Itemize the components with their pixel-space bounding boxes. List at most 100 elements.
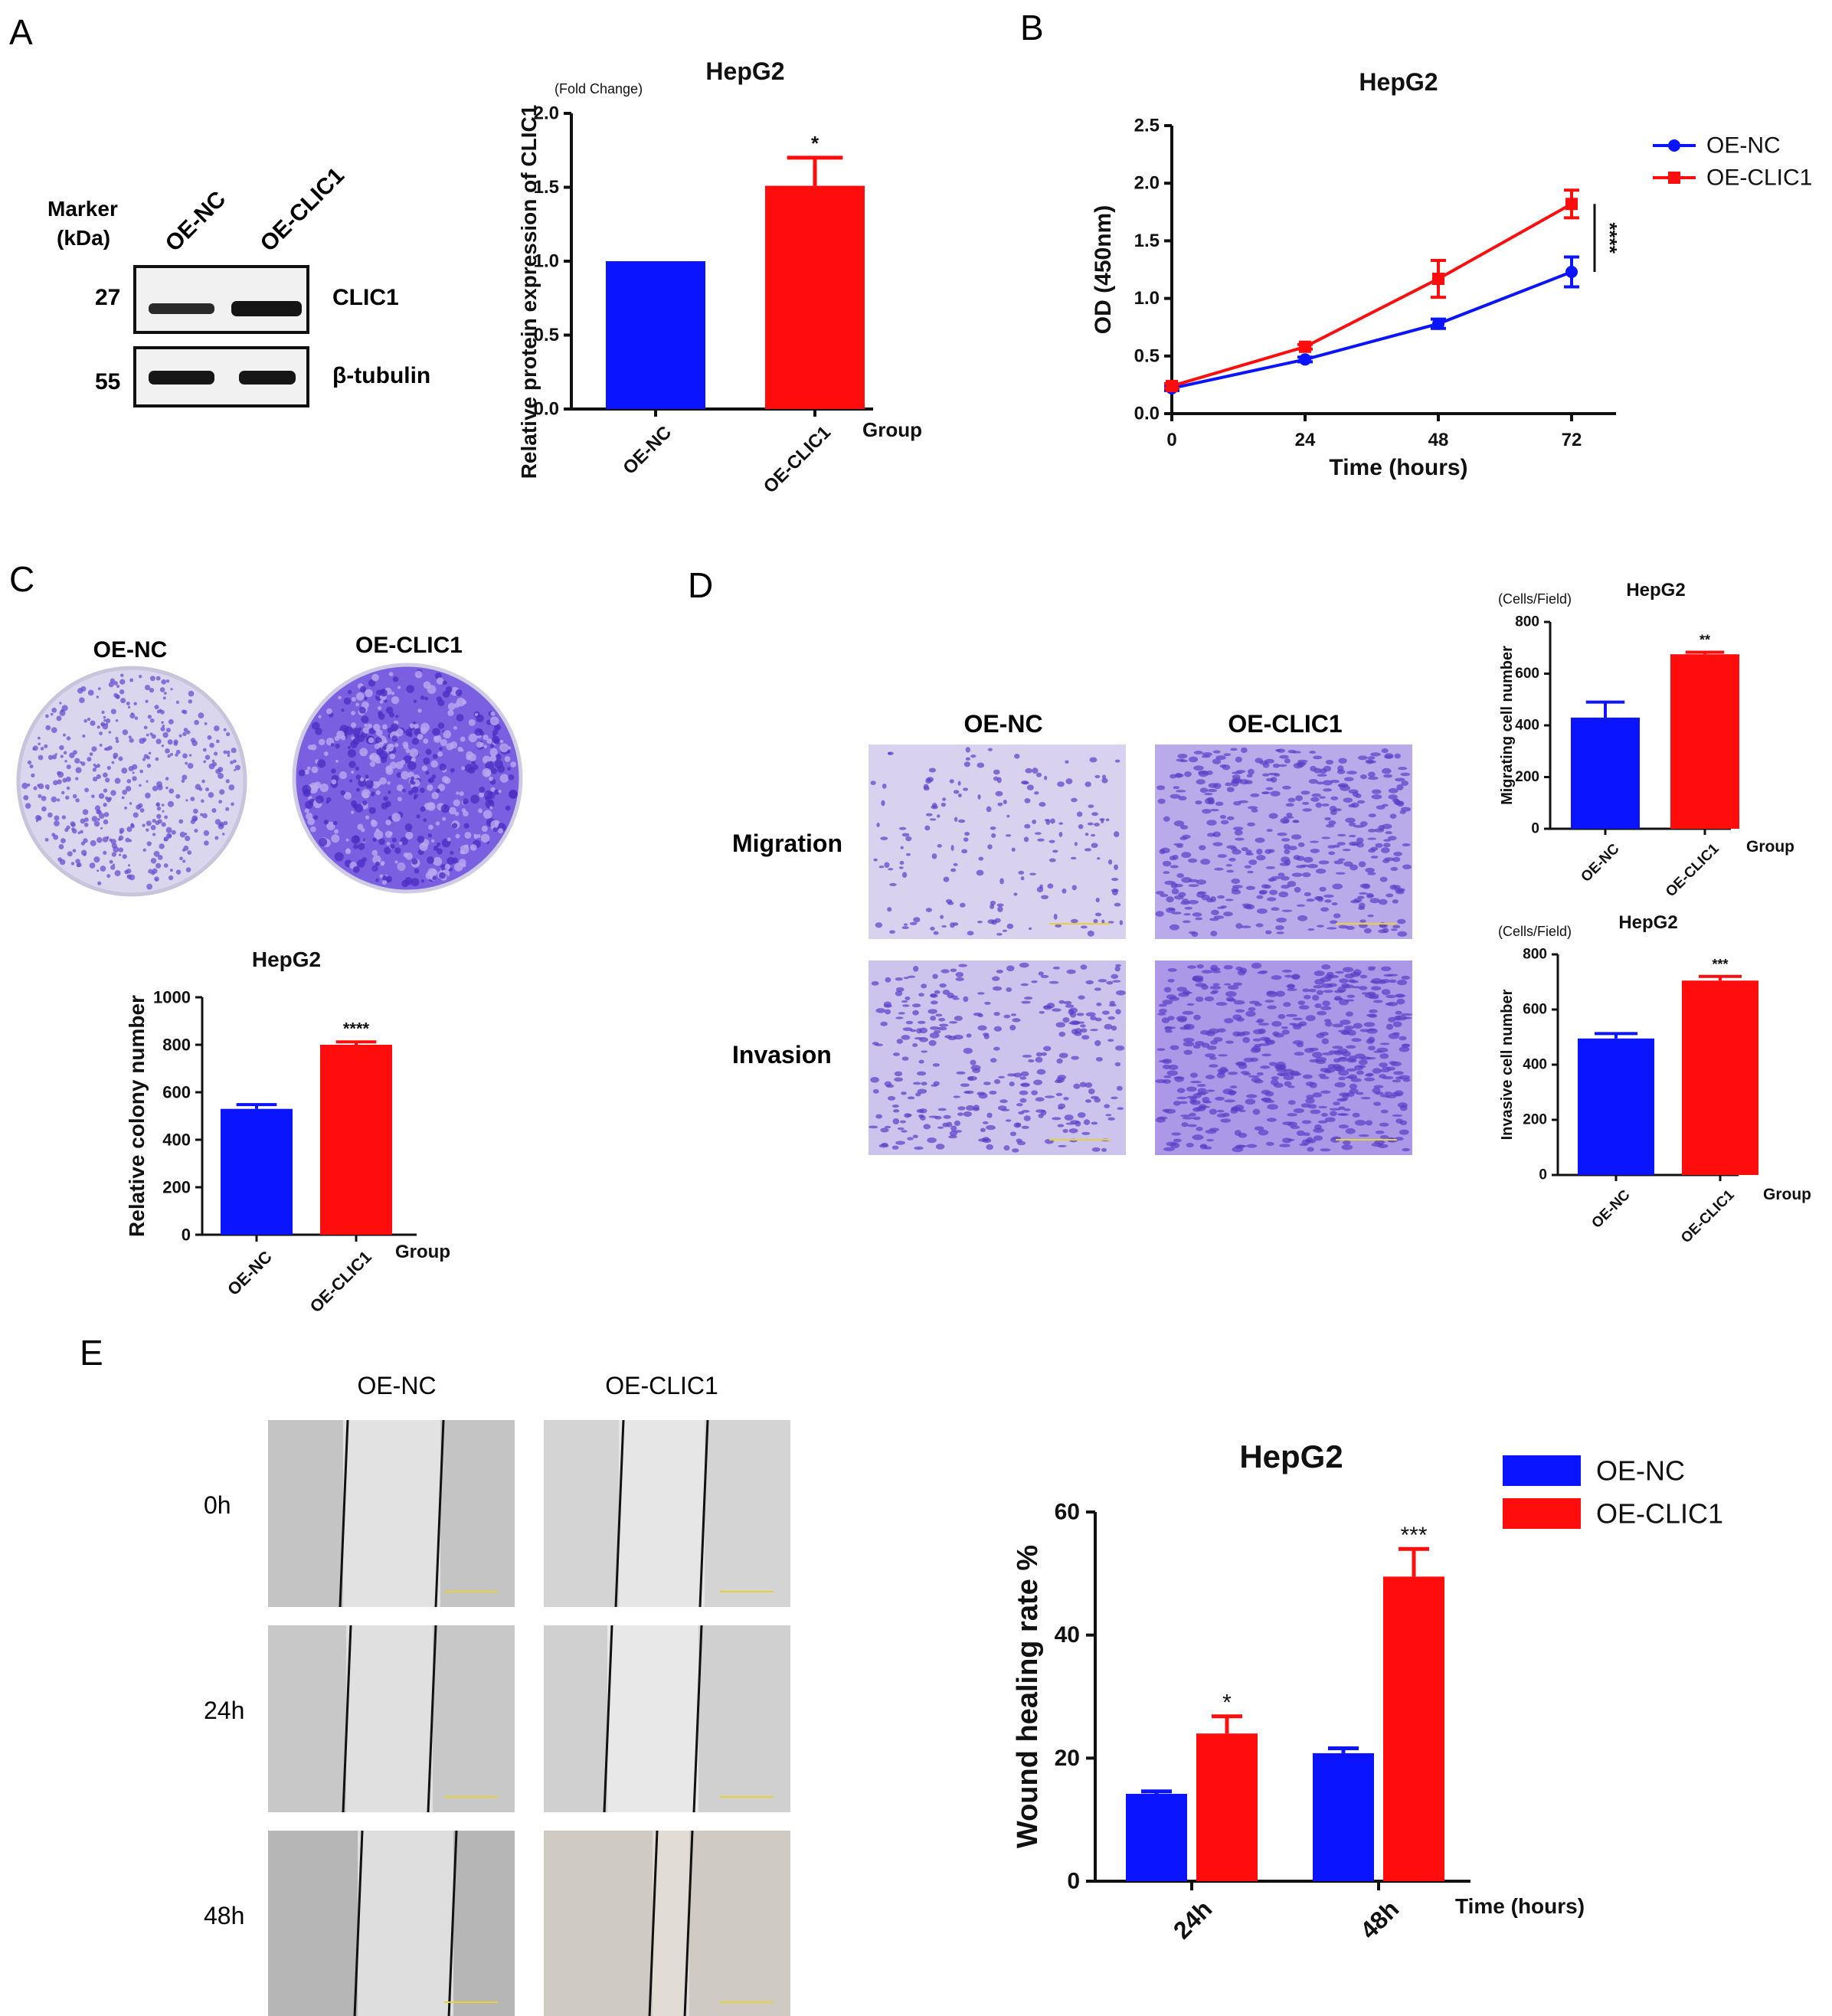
colony-dot [182,753,188,759]
transwell-cell [906,853,911,856]
transwell-cell [1363,1022,1376,1027]
transwell-cell [993,1046,1000,1051]
transwell-cell [1338,1106,1346,1110]
transwell-cell [901,1056,909,1061]
colony-dot [185,799,188,802]
transwell-cell [916,1028,922,1034]
transwell-row-invasion: Invasion [732,1041,832,1069]
transwell-cell [1077,1112,1086,1118]
transwell-cell [1292,820,1300,823]
transwell-cell [1212,983,1220,986]
transwell-cell [1178,892,1186,897]
y-tick-label: 1.5 [534,177,559,198]
transwell-cell [1346,925,1355,930]
transwell-images: OE-NC OE-CLIC1 Migration Invasion [732,710,1413,1155]
colony-dot [476,741,483,748]
transwell-cell [889,882,897,886]
colony-dot [110,865,116,870]
transwell-cell [965,1105,975,1111]
colony-dot [152,833,156,836]
colony-dot [150,824,156,830]
y-tick-label: 200 [1515,769,1539,785]
colony-dot [67,851,73,857]
transwell-cell [1320,1113,1328,1117]
transwell-cell [1325,823,1335,828]
transwell-cell [1156,1048,1166,1052]
colony-dot [83,838,88,843]
transwell-cell [1336,842,1346,846]
transwell-cell [869,1125,878,1129]
transwell-cell [1300,790,1310,795]
protein-clic1: CLIC1 [332,285,399,310]
colony-dot [474,728,483,736]
colony-dot [139,808,145,813]
colony-dot [160,726,165,731]
transwell-cell [1022,1054,1032,1058]
transwell-cell [905,1020,914,1025]
transwell-cell [1266,829,1273,833]
transwell-cell [1320,1006,1332,1010]
transwell-cell [1375,1130,1385,1134]
transwell-cell [1356,800,1366,804]
colony-dot [482,767,492,777]
transwell-cell [895,1141,906,1145]
x-tick-label: 48 [1428,430,1449,450]
transwell-cell [1321,803,1330,807]
transwell-cell [918,1059,924,1064]
transwell-cell [1204,793,1213,796]
transwell-cell [1393,1071,1404,1075]
transwell-cell [1091,1121,1098,1125]
colony-dot [65,795,70,800]
wound-edge-line [698,1419,709,1608]
transwell-cell [1192,1044,1201,1049]
colony-dot [390,723,399,731]
colony-dot [453,799,460,807]
panel-label-c: C [9,559,34,599]
colony-dot [97,881,102,885]
colony-dot [119,673,124,677]
transwell-cell [1171,1132,1181,1136]
colony-dot [465,764,474,773]
transwell-cell [983,1082,991,1085]
y-axis-label: Relative colony number [125,995,149,1237]
colony-dot [100,826,103,830]
transwell-cell [1065,778,1073,784]
transwell-cell [1286,812,1293,817]
transwell-cell [929,818,937,821]
transwell-cell [918,993,924,997]
colony-dot [35,820,38,823]
transwell-cell [1275,990,1285,997]
colony-dot [420,806,426,812]
transwell-cell [1247,870,1254,874]
colony-dot [44,784,50,790]
transwell-cell [1322,1052,1334,1055]
transwell-cell [1026,784,1034,790]
transwell-cell [1115,990,1126,996]
transwell-cell [1084,1099,1092,1103]
colony-dot [175,794,181,799]
transwell-cell [977,1091,986,1096]
colony-dot [494,724,501,731]
colony-dot [38,754,44,761]
transwell-cell [952,997,960,1000]
transwell-cell [1273,1082,1284,1088]
colony-dot [436,696,442,702]
transwell-cell [1058,831,1063,837]
colony-dot [70,862,75,866]
transwell-cell [1196,879,1207,885]
transwell-cell [1345,817,1356,823]
transwell-cell [923,1124,931,1130]
transwell-cell [961,849,968,854]
colony-dot [461,808,466,813]
transwell-cell [1035,772,1042,777]
transwell-cell [1383,774,1393,778]
transwell-cell [1283,816,1294,819]
x-axis-label: Time (hours) [1329,455,1467,480]
transwell-cell [1281,885,1291,889]
transwell-cell [1209,1108,1218,1115]
colony-dot [417,733,424,740]
colony-dot [126,874,130,878]
transwell-cell [1041,1052,1048,1056]
colony-dot [171,830,176,835]
colony-dot [306,812,313,820]
